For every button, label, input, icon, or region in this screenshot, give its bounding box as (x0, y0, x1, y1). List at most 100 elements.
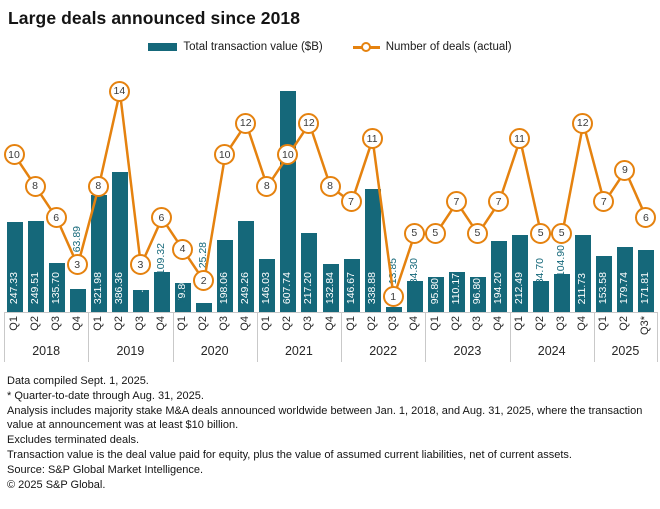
bar-value-label-2025-Q3*: 171.81171.81 (639, 272, 652, 305)
x-axis-quarter-2023-Q4: Q4 (492, 316, 505, 331)
legend-bar-label: Total transaction value ($B) (183, 41, 323, 53)
bar-value-label-2023-Q3: 96.8096.80 (470, 278, 483, 305)
legend: Total transaction value ($B) Number of d… (0, 41, 660, 53)
x-axis-year-2019: 2019 (116, 344, 145, 358)
x-axis-quarter-2021-Q4: Q4 (323, 316, 336, 331)
year-separator-line (88, 312, 90, 362)
x-axis-quarter-2024-Q3: Q3 (555, 316, 568, 331)
bar-value-label-2020-Q1: 79.80 79.80 (176, 278, 189, 305)
legend-bar-swatch-icon (148, 43, 178, 51)
bar-value-label-2025-Q1: 153.58153.58 (597, 272, 610, 305)
bar-value-label-2024-Q4: 211.73211.73 (576, 273, 589, 305)
x-axis-quarter-2022-Q4: Q4 (407, 316, 420, 331)
x-axis-quarter-2018-Q3: Q3 (49, 316, 62, 331)
deals-marker-2019-Q4: 6 (150, 207, 172, 229)
deals-marker-2020-Q3: 10 (214, 144, 236, 166)
bar-2022-Q3 (385, 306, 402, 312)
x-axis-quarter-2019-Q2: Q2 (112, 316, 125, 331)
legend-line-label: Number of deals (actual) (385, 41, 512, 53)
x-axis-quarter-2025-Q2: Q2 (618, 316, 631, 331)
year-separator-line (425, 312, 427, 362)
year-separator-line (593, 312, 595, 362)
x-axis-year-2018: 2018 (32, 344, 61, 358)
bar-value-label-2024-Q1: 212.49212.49 (513, 272, 526, 305)
bar-value-label-2021-Q3: 217.20217.20 (302, 272, 315, 305)
deals-marker-2022-Q2: 11 (361, 128, 383, 150)
deals-marker-2024-Q4: 12 (572, 112, 594, 134)
legend-line-marker-icon (352, 41, 380, 53)
bar-value-label-2022-Q1: 146.67146.67 (344, 272, 357, 305)
x-axis-quarter-2018-Q2: Q2 (28, 316, 41, 331)
footnote-transaction-value: Transaction value is the deal value paid… (7, 448, 572, 461)
x-axis-year-2022: 2022 (369, 344, 398, 358)
deals-marker-2024-Q3: 5 (551, 222, 573, 244)
x-axis-quarter-2020-Q4: Q4 (239, 316, 252, 331)
deals-marker-2018-Q4: 3 (66, 254, 88, 276)
x-axis-quarter-2018-Q4: Q4 (70, 316, 83, 331)
x-axis-quarter-2024-Q1: Q1 (513, 316, 526, 331)
bar-value-label-2023-Q1: 95.8095.80 (428, 278, 441, 305)
deals-marker-2022-Q4: 5 (403, 222, 425, 244)
bar-value-label-2018-Q2: 249.51249.51 (28, 272, 41, 305)
bar-value-label-2018-Q1: 247.33247.33 (7, 272, 20, 305)
x-axis-year-2024: 2024 (537, 344, 566, 358)
deals-marker-2020-Q4: 12 (235, 112, 257, 134)
x-axis-quarter-2019-Q1: Q1 (91, 316, 104, 331)
deals-marker-2019-Q3: 3 (129, 254, 151, 276)
footnote-qtd: * Quarter-to-date through Aug. 31, 2025. (7, 389, 204, 402)
bar-2019-Q4 (153, 272, 170, 312)
bar-value-label-2020-Q2: 25.28 (197, 242, 210, 269)
deals-marker-2021-Q4: 8 (319, 175, 341, 197)
bar-2024-Q3 (554, 273, 571, 312)
x-axis-year-2020: 2020 (200, 344, 229, 358)
bar-value-label-2021-Q2: 607.74607.74 (281, 272, 294, 305)
bar-2020-Q2 (196, 302, 213, 312)
deals-marker-2018-Q2: 8 (24, 175, 46, 197)
bar-value-label-2021-Q4: 132.84132.84 (323, 272, 336, 305)
footnote-copyright: © 2025 S&P Global. (7, 478, 106, 491)
bar-value-label-2020-Q3: 198.06198.06 (218, 272, 231, 305)
x-axis-quarter-2023-Q1: Q1 (428, 316, 441, 331)
x-axis-quarter-2020-Q1: Q1 (176, 316, 189, 331)
deals-marker-2024-Q1: 11 (509, 128, 531, 150)
bar-value-label-2022-Q2: 338.88338.88 (365, 272, 378, 305)
year-separator-line (4, 312, 5, 362)
deals-marker-2021-Q3: 12 (298, 112, 320, 134)
x-axis-quarter-2019-Q3: Q3 (133, 316, 146, 331)
deals-marker-2025-Q1: 7 (593, 191, 615, 213)
bar-2022-Q4 (406, 281, 423, 312)
x-axis-year-2023: 2023 (453, 344, 482, 358)
deals-marker-2023-Q2: 7 (445, 191, 467, 213)
x-axis-year-2025: 2025 (611, 344, 640, 358)
x-axis-quarter-2020-Q2: Q2 (197, 316, 210, 331)
deals-marker-2021-Q1: 8 (256, 175, 278, 197)
bar-2024-Q2 (533, 281, 550, 312)
deals-marker-2018-Q1: 10 (3, 144, 25, 166)
footnote-compiled: Data compiled Sept. 1, 2025. (7, 375, 149, 387)
year-separator-line (341, 312, 343, 362)
deals-marker-2022-Q1: 7 (340, 191, 362, 213)
deals-marker-2025-Q2: 9 (614, 159, 636, 181)
legend-item-line: Number of deals (actual) (352, 41, 512, 53)
bar-value-label-2024-Q3: 104.90 (555, 244, 568, 277)
deals-marker-2022-Q3: 1 (382, 286, 404, 307)
x-axis-quarter-2023-Q2: Q2 (449, 316, 462, 331)
bar-value-label-2023-Q4: 194.20194.20 (492, 272, 505, 305)
footnote-excludes: Excludes terminated deals. (7, 434, 140, 447)
bar-value-label-2023-Q2: 110.17110.17 (449, 273, 462, 305)
footnote-analysis: Analysis includes majority stake M&A dea… (7, 404, 643, 432)
bar-value-label-2019-Q2: 386.36386.36 (112, 272, 125, 305)
deals-marker-2020-Q1: 4 (172, 238, 194, 260)
x-axis-quarter-2022-Q3: Q3 (386, 316, 399, 331)
deals-marker-2021-Q2: 10 (277, 144, 299, 166)
bar-value-label-2022-Q3: 13.85 (386, 258, 399, 285)
bar-value-label-2019-Q1: 321.98321.98 (91, 272, 104, 305)
deals-marker-2024-Q2: 5 (530, 222, 552, 244)
bar-value-label-2018-Q3: 135.70135.70 (49, 272, 62, 305)
bar-value-label-2025-Q2: 179.74179.74 (618, 272, 631, 305)
bar-value-label-2024-Q2: 84.70 (534, 258, 547, 285)
deals-marker-2020-Q2: 2 (193, 270, 215, 292)
bar-value-label-2022-Q4: 84.30 (407, 258, 420, 285)
deals-marker-2023-Q3: 5 (466, 222, 488, 244)
